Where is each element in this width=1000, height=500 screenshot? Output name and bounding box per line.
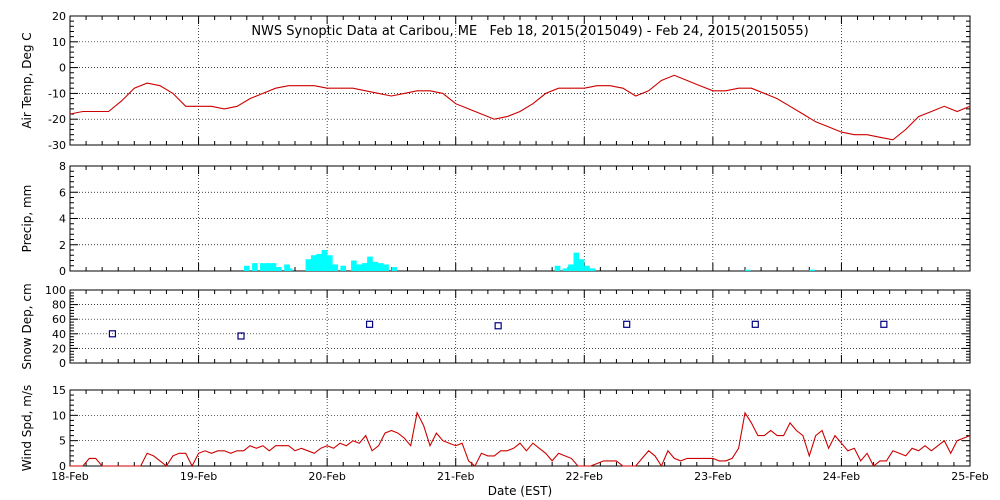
precip-bar <box>744 269 751 271</box>
precip-bar <box>356 264 363 271</box>
x-tick-label: 19-Feb <box>180 470 217 483</box>
wind-speed-line <box>70 411 971 468</box>
precip-bar <box>361 263 368 271</box>
precip-bar <box>316 253 322 271</box>
snow-depth-point <box>623 320 631 328</box>
y-tick-label: 0 <box>59 265 66 278</box>
y-tick-label: 40 <box>52 328 66 341</box>
y-tick-label: 5 <box>59 435 66 448</box>
y-tick-label: 0 <box>59 62 66 75</box>
precip-bar <box>554 265 561 271</box>
y-axis-label: Snow Dep, cm <box>20 283 34 369</box>
y-tick-label: -30 <box>48 139 66 152</box>
snow-depth-point <box>751 320 759 328</box>
y-tick-label: 0 <box>59 357 66 370</box>
x-tick-label: 24-Feb <box>823 470 860 483</box>
snow-depth-point <box>494 322 502 330</box>
air-temp-line <box>69 74 971 141</box>
precip-bar <box>578 259 585 271</box>
precip-bar <box>809 269 815 271</box>
precip-bar <box>265 263 272 271</box>
snow-depth-point <box>237 332 245 340</box>
precip-bar <box>310 255 317 271</box>
y-tick-label: -10 <box>48 87 66 100</box>
snow-depth-point <box>880 320 888 328</box>
precip-bar <box>305 259 312 271</box>
precip-bar <box>340 265 347 271</box>
precip-bar <box>589 268 596 271</box>
y-tick-label: 15 <box>52 384 66 397</box>
x-tick-label: 23-Feb <box>694 470 731 483</box>
panel-2: 0 2 4 6 8 Precip, mm <box>20 160 971 278</box>
precip-bar <box>351 260 357 271</box>
precip-bar <box>327 255 333 271</box>
y-axis-label: Air Temp, Deg C <box>20 32 34 128</box>
precip-bar <box>270 263 277 271</box>
snow-depth-point <box>365 320 374 328</box>
x-tick-label: 21-Feb <box>437 470 474 483</box>
precip-bar <box>573 252 580 271</box>
precip-bar <box>568 264 574 271</box>
precip-bar <box>321 250 328 271</box>
y-tick-label: 20 <box>52 10 66 23</box>
y-tick-label: -20 <box>48 113 66 126</box>
precip-bar <box>276 267 282 271</box>
y-tick-label: 20 <box>52 342 66 355</box>
precip-bar <box>584 265 590 271</box>
y-tick-label: 2 <box>59 239 66 252</box>
panel-1: -30 -20 -10 0 10 20 Air Temp, Deg C <box>20 10 971 152</box>
precip-bar <box>367 256 373 271</box>
y-tick-label: 4 <box>59 213 66 226</box>
precip-bar <box>243 265 250 271</box>
precip-bar <box>383 264 389 271</box>
y-tick-label: 10 <box>52 36 66 49</box>
precip-bar <box>252 263 258 271</box>
snow-depth-point <box>108 330 117 338</box>
precip-bar <box>391 267 397 271</box>
x-axis-label: Date (EST) <box>488 484 552 498</box>
y-axis-label: Precip, mm <box>20 185 34 253</box>
y-tick-label: 0 <box>59 460 66 473</box>
precip-bar <box>372 261 379 271</box>
y-tick-label: 80 <box>52 299 66 312</box>
plot-frame <box>69 389 971 467</box>
y-tick-label: 8 <box>59 160 66 173</box>
plot-frame <box>69 289 971 364</box>
precip-bar <box>562 268 569 271</box>
precip-bar <box>260 263 266 271</box>
x-tick-label: 18-Feb <box>51 470 88 483</box>
y-tick-label: 10 <box>52 409 66 422</box>
chart-title: NWS Synoptic Data at Caribou, ME Feb 18,… <box>251 24 808 39</box>
precip-bar <box>284 264 290 271</box>
y-axis-label: Wind Spd, m/s <box>20 385 34 471</box>
precip-bar <box>377 263 384 271</box>
x-tick-label: 25-Feb <box>951 470 988 483</box>
precip-bar <box>286 268 293 271</box>
y-tick-label: 60 <box>52 313 66 326</box>
x-tick-label: 20-Feb <box>308 470 345 483</box>
x-tick-label: 22-Feb <box>566 470 603 483</box>
panel-4: 0 5 10 15 Wind Spd, m/s <box>20 384 971 473</box>
precip-bar <box>332 264 339 271</box>
chart-panels: -30 -20 -10 0 10 20 Air Temp, Deg C 0 2 4 6 8 Precip… <box>20 10 989 483</box>
y-tick-label: 100 <box>45 284 66 297</box>
y-tick-label: 6 <box>59 186 66 199</box>
